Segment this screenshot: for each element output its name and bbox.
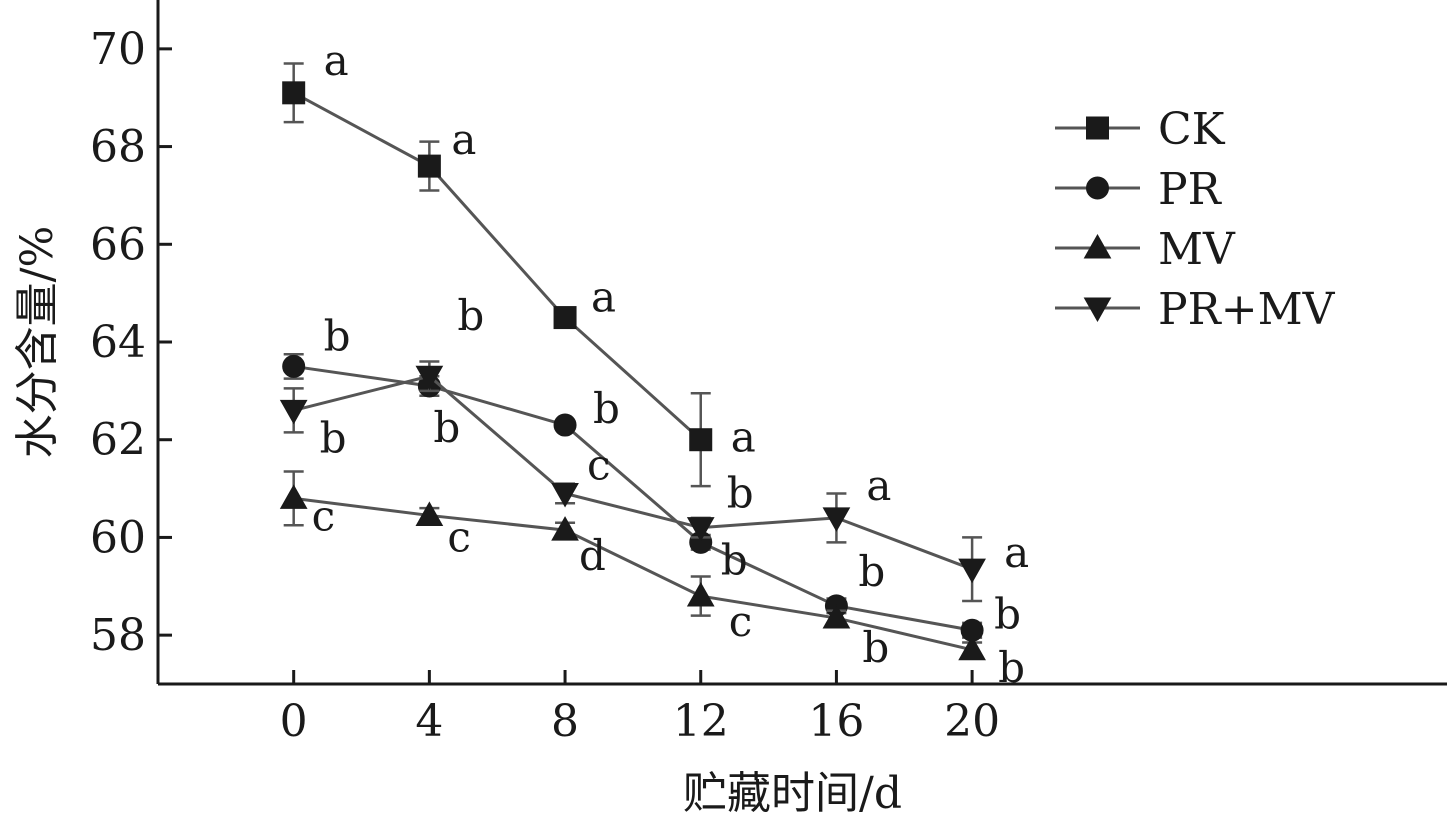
x-tick-label: 20 (944, 696, 1000, 747)
x-tick-label: 12 (673, 696, 729, 747)
data-point (689, 428, 713, 452)
significance-label: b (721, 535, 748, 584)
significance-label: a (591, 273, 616, 322)
significance-label: b (858, 547, 885, 596)
series-line-ck (292, 91, 702, 441)
x-tick-label: 0 (280, 696, 308, 747)
x-axis-title: 贮藏时间/d (683, 768, 902, 815)
series-line-pr-mv (293, 374, 973, 571)
significance-label: b (998, 643, 1025, 692)
data-point (415, 501, 444, 526)
y-tick-label: 68 (90, 122, 146, 173)
data-point (686, 582, 715, 607)
legend-marker (1083, 233, 1112, 259)
legend-label: CK (1158, 104, 1226, 155)
legend-marker (1083, 297, 1112, 323)
data-point (551, 482, 579, 508)
legend-item-pr-mv: PR+MV (1055, 284, 1336, 335)
data-point (553, 413, 577, 437)
significance-label: a (451, 115, 476, 164)
significance-label: b (593, 384, 620, 433)
significance-label: c (587, 440, 611, 489)
significance-label: a (731, 413, 756, 462)
y-tick-label: 64 (90, 317, 146, 368)
legend-label: PR (1158, 164, 1223, 215)
data-point (282, 354, 306, 378)
data-point (551, 516, 579, 541)
y-tick-label: 62 (90, 415, 146, 466)
significance-label: a (324, 36, 349, 85)
y-tick-label: 60 (90, 512, 146, 563)
x-tick-label: 16 (808, 696, 864, 747)
significance-label: c (447, 512, 471, 561)
legend-label: MV (1158, 224, 1236, 275)
series-line-mv (293, 496, 973, 652)
significance-label: b (320, 413, 347, 462)
data-point (279, 484, 308, 509)
data-point (822, 507, 851, 532)
legend-item-pr: PR (1055, 164, 1223, 215)
legend-item-mv: MV (1055, 224, 1236, 275)
legend-item-ck: CK (1055, 104, 1226, 155)
significance-label: a (866, 461, 891, 510)
x-tick-label: 8 (551, 696, 579, 747)
significance-label: b (324, 311, 351, 360)
legend-label: PR+MV (1158, 284, 1336, 335)
series-mv: c c dcb b (279, 470, 1025, 692)
legend: CK PR MV PR+MV (1055, 104, 1336, 335)
significance-label: b (862, 623, 889, 672)
significance-label: b (994, 589, 1021, 638)
y-tick-label: 58 (90, 610, 146, 661)
data-point (958, 635, 986, 661)
data-point (282, 81, 306, 105)
significance-label: c (729, 597, 753, 646)
data-point (958, 558, 986, 584)
axes: 58 60 62 64 66 68 70 0 4 8 12 16 20 (90, 0, 1447, 747)
data-point (553, 306, 577, 330)
significance-label: c (312, 491, 336, 540)
data-point (822, 604, 851, 629)
series-ck: a a a a (282, 36, 756, 488)
data-point (415, 365, 444, 391)
significance-label: b (727, 469, 754, 518)
significance-label: d (579, 531, 606, 580)
significance-label: a (1004, 528, 1029, 577)
data-point (279, 399, 308, 425)
data-point (686, 517, 715, 542)
significance-label: b (433, 403, 460, 452)
significance-label: b (457, 291, 484, 340)
y-axis-title: 水分含量/% (12, 226, 63, 459)
y-tick-label: 70 (90, 24, 146, 75)
data-point (417, 154, 441, 178)
legend-marker (1086, 116, 1109, 140)
x-tick-label: 4 (415, 696, 443, 747)
series-pr: bb bb bb (282, 311, 1021, 642)
y-tick-label: 66 (90, 219, 146, 270)
legend-marker (1086, 176, 1109, 200)
